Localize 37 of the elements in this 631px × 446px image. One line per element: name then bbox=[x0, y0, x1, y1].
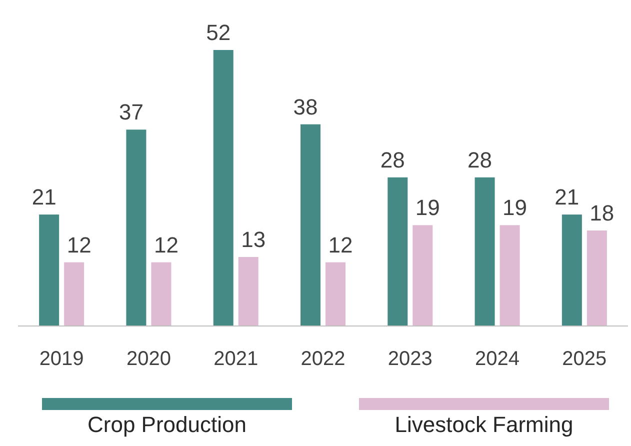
x-tick-label: 2023 bbox=[388, 348, 432, 370]
bar bbox=[326, 262, 346, 326]
data-label: 52 bbox=[206, 20, 231, 45]
x-tick-label: 2019 bbox=[39, 348, 84, 370]
data-label: 28 bbox=[380, 147, 405, 172]
legend-label: Livestock Farming bbox=[394, 412, 574, 437]
bar bbox=[151, 262, 172, 326]
data-label: 12 bbox=[154, 232, 178, 258]
bar bbox=[64, 262, 84, 326]
bar bbox=[126, 130, 146, 326]
x-tick-label: 2022 bbox=[300, 348, 346, 370]
bar bbox=[238, 257, 258, 326]
data-label: 21 bbox=[554, 184, 580, 210]
data-label: 37 bbox=[118, 100, 144, 125]
x-tick-label: 2024 bbox=[475, 348, 520, 370]
bar bbox=[213, 50, 234, 326]
x-tick-label: 2020 bbox=[126, 348, 171, 370]
data-label: 18 bbox=[590, 200, 614, 226]
bar bbox=[300, 124, 320, 326]
data-label: 21 bbox=[32, 184, 56, 210]
bar bbox=[412, 225, 433, 326]
bar bbox=[500, 225, 520, 326]
data-label: 13 bbox=[241, 227, 266, 252]
data-label: 12 bbox=[66, 232, 92, 258]
data-label: 19 bbox=[415, 195, 440, 220]
bar bbox=[388, 177, 408, 326]
bar bbox=[586, 230, 607, 326]
data-label: 38 bbox=[293, 94, 318, 120]
bar bbox=[562, 214, 582, 326]
bar bbox=[39, 214, 60, 326]
x-tick-label: 2025 bbox=[562, 348, 607, 370]
x-tick-label: 2021 bbox=[214, 348, 258, 370]
data-label: 28 bbox=[468, 147, 492, 172]
data-label: 19 bbox=[502, 195, 528, 220]
bar bbox=[474, 177, 495, 326]
data-label: 12 bbox=[328, 232, 353, 258]
legend-label: Crop Production bbox=[88, 412, 246, 437]
